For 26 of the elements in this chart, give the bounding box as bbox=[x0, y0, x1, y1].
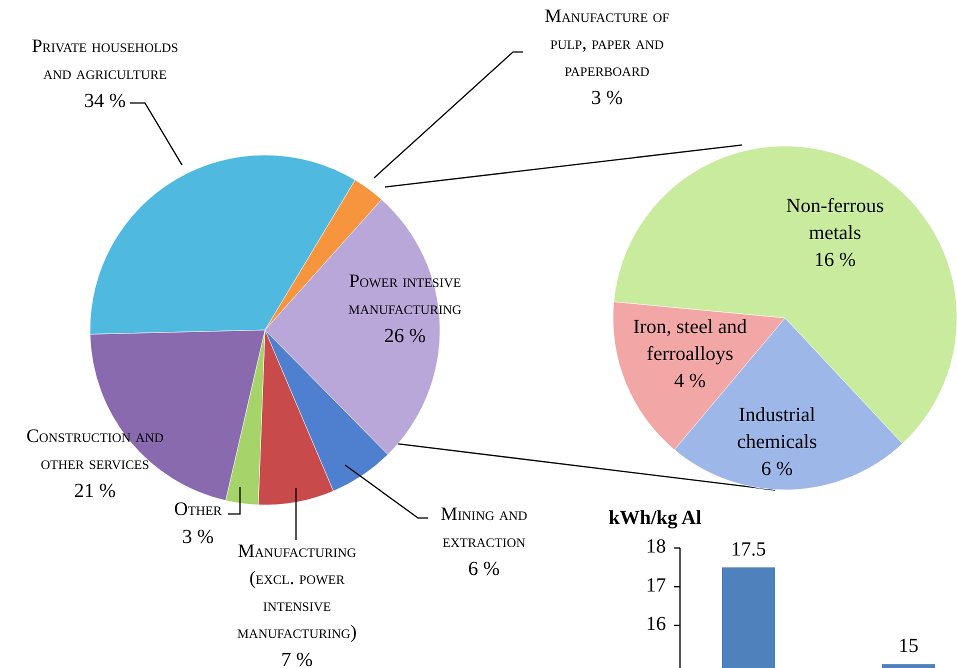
data-label: 15 bbox=[898, 635, 918, 658]
data-label: 4 % bbox=[674, 370, 706, 392]
slice-label: Construction and other services bbox=[26, 426, 164, 474]
y-axis-title: kWh/kg Al bbox=[608, 507, 702, 529]
data-label: 7 % bbox=[281, 648, 313, 668]
data-label: 21 % bbox=[74, 480, 116, 502]
y-tick-label: 17 bbox=[646, 574, 666, 596]
data-label: 3 % bbox=[182, 526, 214, 548]
slice-label: Iron, steel and ferroalloys bbox=[633, 316, 747, 365]
slice-label: Power intesive manufacturing bbox=[348, 271, 462, 320]
data-label: 17.5 bbox=[731, 538, 766, 560]
data-label: 26 % bbox=[384, 324, 426, 347]
data-label: 3 % bbox=[591, 86, 623, 109]
slice-label: Non-ferrous metals bbox=[786, 194, 884, 244]
data-label: 6 % bbox=[468, 558, 500, 580]
y-tick-label: 18 bbox=[646, 536, 666, 558]
slice-label: Manufacture of pulp, paper and paperboard bbox=[544, 6, 670, 82]
slice-label: Other bbox=[174, 499, 222, 520]
slice-label: Mining and extraction bbox=[440, 504, 528, 552]
slice-label: Manufacturing (excl. power intensive manufacturing) bbox=[237, 541, 357, 644]
data-label: 16 % bbox=[814, 248, 856, 271]
y-tick-label: 16 bbox=[646, 613, 666, 636]
data-label: 6 % bbox=[761, 458, 793, 480]
slice-label: Industrial chemicals bbox=[737, 404, 818, 453]
slice-label: Private households and agriculture bbox=[32, 36, 178, 84]
data-label: 34 % bbox=[84, 90, 126, 112]
